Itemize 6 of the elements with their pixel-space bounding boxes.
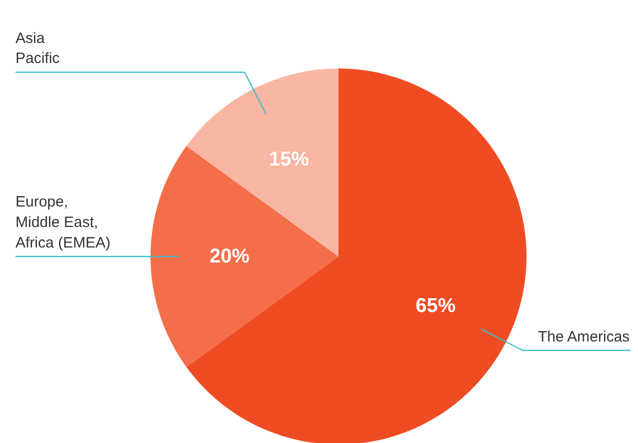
slice-label: The Americas xyxy=(538,328,630,346)
data-label: 15% xyxy=(268,148,310,170)
data-label: 65% xyxy=(416,295,456,318)
slice-label: Asia Pacific xyxy=(16,30,60,68)
data-label: 20% xyxy=(209,246,250,268)
slice-label: Europe, Middle East, Africa (EMEA) xyxy=(16,194,111,252)
